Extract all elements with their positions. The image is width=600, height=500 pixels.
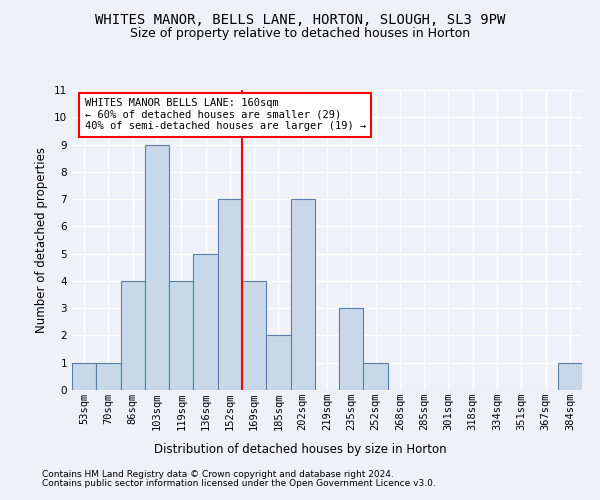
- Bar: [193, 254, 218, 390]
- Bar: [145, 144, 169, 390]
- Bar: [339, 308, 364, 390]
- Bar: [364, 362, 388, 390]
- Text: Contains HM Land Registry data © Crown copyright and database right 2024.: Contains HM Land Registry data © Crown c…: [42, 470, 394, 479]
- Bar: [218, 199, 242, 390]
- Bar: [266, 336, 290, 390]
- Bar: [558, 362, 582, 390]
- Y-axis label: Number of detached properties: Number of detached properties: [35, 147, 49, 333]
- Bar: [72, 362, 96, 390]
- Text: Contains public sector information licensed under the Open Government Licence v3: Contains public sector information licen…: [42, 478, 436, 488]
- Bar: [242, 281, 266, 390]
- Bar: [96, 362, 121, 390]
- Text: Size of property relative to detached houses in Horton: Size of property relative to detached ho…: [130, 28, 470, 40]
- Text: Distribution of detached houses by size in Horton: Distribution of detached houses by size …: [154, 442, 446, 456]
- Text: WHITES MANOR, BELLS LANE, HORTON, SLOUGH, SL3 9PW: WHITES MANOR, BELLS LANE, HORTON, SLOUGH…: [95, 12, 505, 26]
- Text: WHITES MANOR BELLS LANE: 160sqm
← 60% of detached houses are smaller (29)
40% of: WHITES MANOR BELLS LANE: 160sqm ← 60% of…: [85, 98, 366, 132]
- Bar: [290, 199, 315, 390]
- Bar: [121, 281, 145, 390]
- Bar: [169, 281, 193, 390]
